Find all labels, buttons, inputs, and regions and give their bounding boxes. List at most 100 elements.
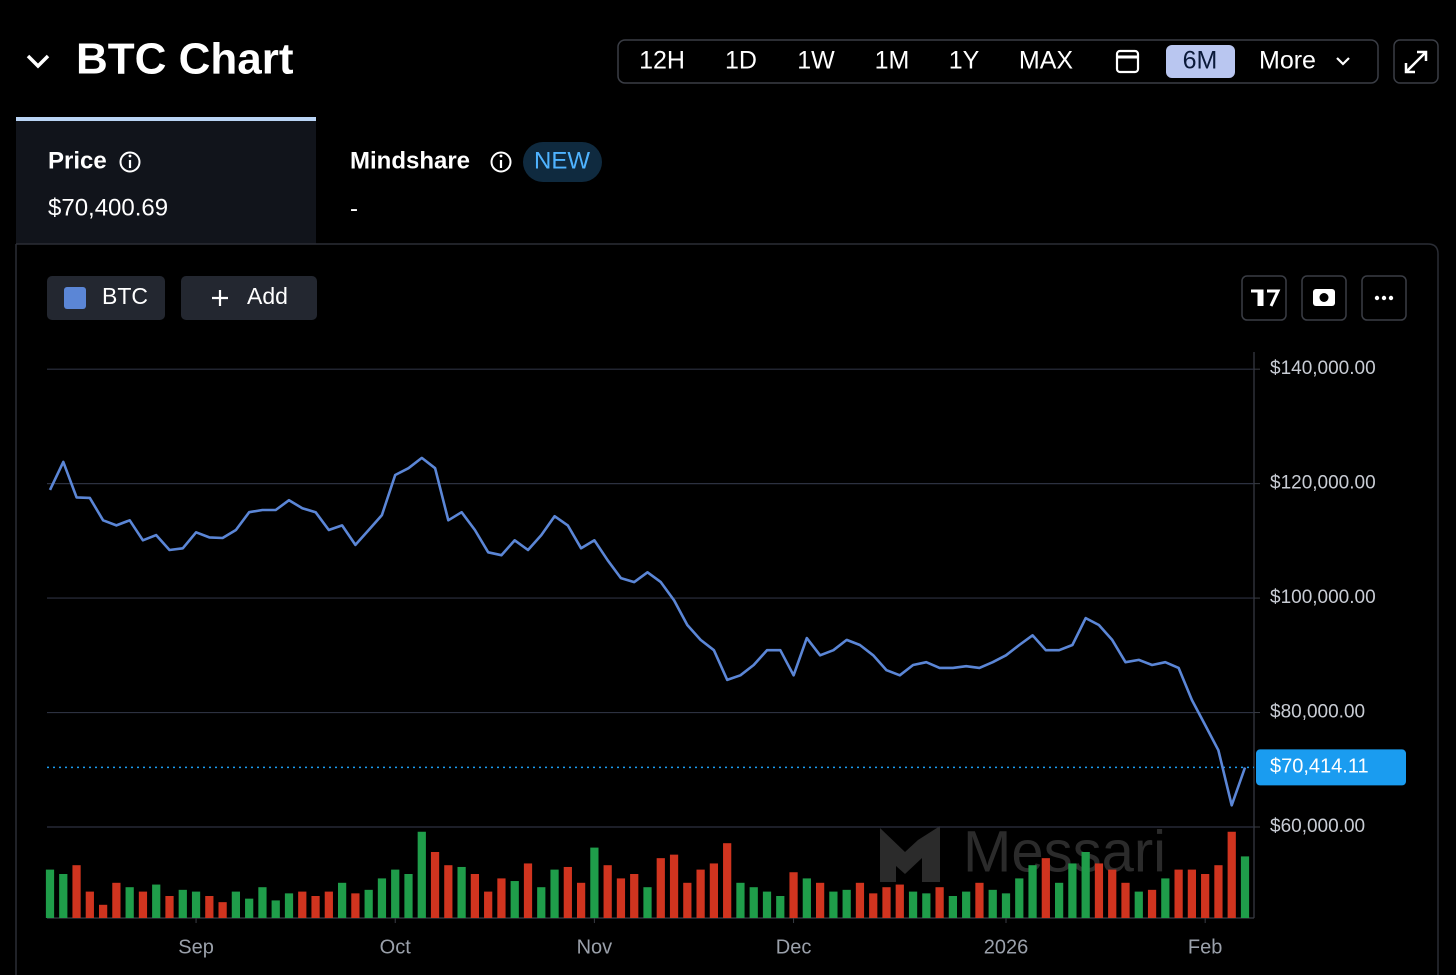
volume-bar bbox=[576, 882, 586, 918]
range-button[interactable]: 1Y bbox=[949, 47, 980, 75]
volume-bar bbox=[1041, 858, 1050, 918]
volume-bar bbox=[1227, 831, 1236, 918]
menu-button[interactable] bbox=[1361, 275, 1407, 321]
x-tick-label: Oct bbox=[380, 936, 412, 958]
volume-bar bbox=[510, 881, 519, 918]
volume-bar bbox=[59, 874, 68, 918]
price-line bbox=[48, 456, 1247, 807]
volume-bar bbox=[364, 889, 373, 918]
volume-bar bbox=[1187, 869, 1197, 918]
volume-bar bbox=[855, 882, 865, 918]
volume-bar bbox=[205, 896, 214, 918]
range-button[interactable]: 12H bbox=[639, 47, 685, 75]
price-value: $70,400.69 bbox=[48, 194, 168, 221]
volume-bar bbox=[1134, 891, 1143, 918]
asset-swatch bbox=[64, 287, 86, 309]
page-title: BTC Chart bbox=[76, 35, 294, 84]
add-label: Add bbox=[247, 283, 288, 309]
volume-bar bbox=[550, 869, 559, 918]
volume-bar bbox=[72, 865, 81, 918]
volume-bar bbox=[1174, 869, 1183, 918]
volume-bar bbox=[1161, 878, 1170, 918]
price-tab[interactable] bbox=[16, 118, 316, 244]
volume-bar bbox=[1015, 878, 1024, 918]
volume-bar bbox=[696, 869, 705, 918]
screenshot-button[interactable] bbox=[1301, 275, 1347, 321]
volume-bar bbox=[444, 865, 453, 918]
volume-bar bbox=[258, 887, 267, 918]
volume-bar bbox=[324, 891, 333, 918]
volume-bar bbox=[284, 893, 294, 918]
volume-bar bbox=[417, 831, 426, 918]
x-tick-label: 2026 bbox=[984, 936, 1029, 958]
active-range[interactable] bbox=[1166, 45, 1235, 78]
price-label: Price bbox=[48, 147, 107, 174]
tradingview-icon bbox=[1251, 289, 1281, 307]
info-icon[interactable] bbox=[490, 151, 512, 173]
y-tick-label: $60,000.00 bbox=[1270, 816, 1365, 837]
camera-lens bbox=[1319, 293, 1329, 302]
volume-bar bbox=[337, 882, 347, 918]
volume-bar bbox=[1028, 865, 1037, 918]
volume-bar bbox=[351, 893, 360, 918]
volume-bar bbox=[975, 882, 984, 918]
volume-bar bbox=[723, 843, 732, 918]
volume-bar bbox=[908, 891, 918, 918]
add-button[interactable] bbox=[181, 276, 317, 320]
calendar-icon[interactable] bbox=[1115, 49, 1140, 74]
volume-bar bbox=[523, 863, 533, 918]
current-price-tag bbox=[1256, 749, 1406, 786]
volume-bar bbox=[165, 896, 174, 918]
current-price-label: $70,414.11 bbox=[1270, 756, 1369, 778]
info-icon-dot bbox=[499, 154, 503, 158]
volume-bar bbox=[669, 854, 679, 918]
volume-bar bbox=[563, 866, 572, 918]
active-tab-indicator bbox=[16, 117, 316, 121]
volume-bar bbox=[736, 882, 745, 918]
dot bbox=[1381, 295, 1387, 301]
volume-bar bbox=[537, 887, 546, 918]
volume-bar bbox=[430, 852, 440, 918]
volume-bar bbox=[298, 891, 307, 918]
volume-bar bbox=[776, 896, 785, 918]
range-button[interactable]: 1D bbox=[725, 47, 757, 75]
new-badge-label: NEW bbox=[534, 147, 590, 174]
more-chevron bbox=[1336, 57, 1350, 66]
info-icon[interactable] bbox=[119, 151, 141, 173]
volume-bar bbox=[125, 887, 134, 918]
volume-bar bbox=[138, 891, 148, 918]
volume-bar bbox=[271, 900, 280, 918]
volume-bar bbox=[218, 902, 227, 918]
mindshare-label[interactable]: Mindshare bbox=[350, 147, 470, 174]
volume-bar bbox=[869, 893, 878, 918]
x-tick-label: Nov bbox=[577, 936, 613, 958]
volume-bar bbox=[484, 891, 493, 918]
volume-bar bbox=[1147, 889, 1157, 918]
volume-bar bbox=[112, 882, 121, 918]
range-button[interactable]: 1M bbox=[875, 47, 910, 75]
volume-bar bbox=[709, 863, 719, 918]
volume-bar bbox=[829, 891, 838, 918]
x-tick-label: Dec bbox=[776, 936, 812, 958]
volume-bar bbox=[1054, 882, 1064, 918]
volume-bar bbox=[1214, 865, 1223, 918]
volume-bar bbox=[1081, 852, 1090, 918]
range-button[interactable]: MAX bbox=[1019, 47, 1074, 75]
collapse-chevron[interactable] bbox=[26, 54, 50, 69]
plot: $60,000.00 $80,000.00 $100,000.00 $120,000.… bbox=[45, 352, 1406, 958]
info-icon-dot bbox=[128, 154, 132, 158]
range-button[interactable]: 1W bbox=[797, 47, 835, 75]
volume-bar bbox=[191, 891, 201, 918]
more-button[interactable]: More bbox=[1259, 47, 1316, 75]
volume-bar bbox=[85, 891, 94, 918]
volume-bar bbox=[1201, 874, 1210, 918]
volume-bar bbox=[311, 896, 320, 918]
volume-bar bbox=[245, 898, 254, 918]
calendar-frame bbox=[1115, 49, 1140, 74]
y-tick-label: $120,000.00 bbox=[1270, 473, 1376, 494]
tradingview-button[interactable] bbox=[1241, 275, 1287, 321]
volume-bar bbox=[1108, 869, 1117, 918]
volume-bar bbox=[935, 887, 944, 918]
